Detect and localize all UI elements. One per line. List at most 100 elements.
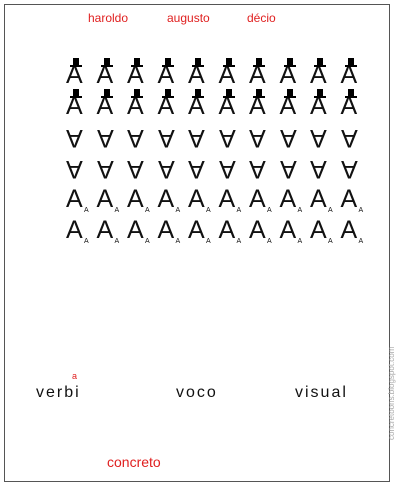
- letter-a: A: [218, 61, 236, 89]
- top-hat-icon: [131, 89, 143, 98]
- top-hat-icon: [283, 89, 296, 98]
- top-hat-icon: [192, 89, 204, 98]
- letter-cell: A: [249, 151, 277, 183]
- top-hat-icon: [344, 58, 357, 67]
- subscript-a: A: [145, 207, 150, 214]
- letter-a: A: [188, 124, 205, 152]
- word-concreto: concreto: [107, 454, 161, 470]
- top-hat-icon: [100, 58, 113, 67]
- letter-a: A: [96, 155, 114, 183]
- small-a-label: a: [72, 371, 78, 381]
- letter-a: A: [127, 61, 144, 89]
- letter-a: A: [310, 124, 327, 152]
- subscript-a: A: [114, 207, 120, 214]
- letter-a: A: [340, 216, 358, 244]
- letter-a: A: [279, 124, 297, 152]
- letter-cell: A: [158, 89, 186, 119]
- top-hat-icon: [222, 89, 235, 98]
- letter-a: A: [279, 92, 297, 120]
- subscript-a: A: [267, 238, 272, 245]
- letter-a: A: [127, 185, 144, 213]
- letter-a: A: [66, 185, 83, 213]
- letter-a: A: [340, 124, 358, 152]
- letter-cell: A: [340, 120, 369, 152]
- letter-a: A: [340, 92, 358, 120]
- letter-a: A: [96, 216, 114, 244]
- top-hat-icon: [70, 89, 82, 98]
- letter-cell: A: [157, 151, 186, 183]
- letter-a: A: [249, 185, 266, 213]
- letter-cell: A: [66, 89, 94, 119]
- letter-cell: A: [97, 89, 125, 119]
- letter-cell: A: [188, 151, 216, 183]
- letter-a: A: [310, 61, 327, 89]
- letter-cell: A: [280, 89, 308, 119]
- subscript-a: A: [206, 238, 211, 245]
- subscript-a: A: [84, 238, 89, 245]
- top-hat-icon: [314, 58, 326, 67]
- letter-cell: A: [310, 151, 338, 183]
- author-haroldo: haroldo: [88, 11, 129, 25]
- letter-cell: A: [188, 89, 216, 119]
- letter-a: A: [310, 92, 327, 120]
- letter-a: A: [66, 155, 83, 183]
- letter-a: A: [279, 216, 297, 244]
- letter-a: A: [157, 124, 175, 152]
- side-credit: concretoons.blogspot.com: [387, 346, 396, 440]
- letter-a: A: [188, 155, 205, 183]
- letter-a: A: [157, 185, 175, 213]
- letter-a: A: [66, 124, 83, 152]
- author-augusto: augusto: [167, 11, 210, 25]
- top-hat-icon: [253, 58, 265, 67]
- letter-a: A: [188, 61, 205, 89]
- letter-cell: A: [188, 120, 216, 152]
- subscript-a: A: [267, 207, 272, 214]
- letter-a: A: [96, 61, 114, 89]
- word-visual: visual: [295, 384, 348, 401]
- letter-a: A: [249, 61, 266, 89]
- letter-cell: A: [249, 89, 277, 119]
- letter-a: A: [127, 216, 144, 244]
- letter-a: A: [157, 155, 175, 183]
- letter-cell: A: [157, 120, 186, 152]
- top-hat-icon: [131, 58, 143, 67]
- subscript-a: A: [297, 238, 303, 245]
- letter-a: A: [66, 216, 83, 244]
- top-hat-icon: [100, 89, 113, 98]
- letter-cell: A: [341, 89, 369, 119]
- letter-cell: A: [219, 151, 247, 183]
- subscript-a: A: [297, 207, 303, 214]
- letter-a: A: [218, 92, 236, 120]
- letter-a: A: [218, 124, 236, 152]
- letter-a: A: [218, 216, 236, 244]
- letter-a: A: [279, 185, 297, 213]
- top-hat-icon: [161, 58, 174, 67]
- letter-cell: A: [280, 58, 308, 88]
- letter-cell: A: [96, 151, 125, 183]
- letter-cell: A: [97, 120, 125, 152]
- letter-a: A: [157, 61, 175, 89]
- letter-a: A: [249, 92, 266, 120]
- subscript-a: A: [84, 207, 89, 214]
- letter-cell: A: [66, 58, 94, 88]
- letter-cell: A: [66, 151, 94, 183]
- letter-cell: A: [97, 58, 125, 88]
- subscript-a: A: [236, 207, 242, 214]
- letter-a: A: [340, 155, 358, 183]
- letter-a: A: [127, 124, 144, 152]
- subscript-a: A: [236, 238, 242, 245]
